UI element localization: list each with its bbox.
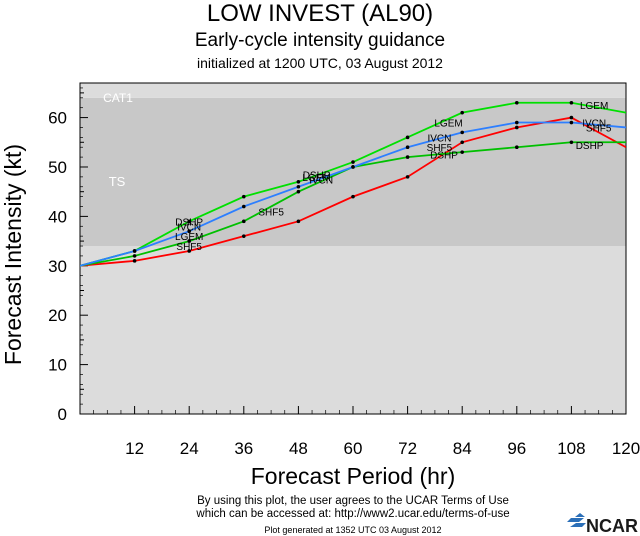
data-point-ivcn	[242, 204, 246, 209]
y-tick-label: 60	[48, 109, 67, 128]
initialization-time: initialized at 1200 UTC, 03 August 2012	[197, 55, 443, 71]
x-tick-label: 108	[557, 439, 585, 458]
data-point-dshp	[242, 219, 246, 224]
data-label-lgem: LGEM	[434, 119, 462, 130]
intensity-chart: TS CAT1 0 10 20 30 40 50 60 12 24 36 48 60 72 84 96 108 12…	[0, 82, 640, 489]
data-point-shf5	[242, 234, 246, 238]
data-label-shf5: SHF5	[258, 207, 284, 218]
x-tick-label: 12	[125, 439, 144, 458]
data-point-ivcn	[351, 165, 355, 169]
data-point-ivcn	[405, 145, 410, 150]
y-tick-label: 0	[58, 405, 67, 424]
band-cat1	[80, 83, 626, 98]
data-label-shf5: SHF5	[427, 143, 453, 154]
data-point-shf5	[296, 219, 301, 224]
data-point-lgem	[187, 219, 191, 224]
data-label-ivcn: IVCN	[309, 175, 333, 186]
x-tick-label: 120	[612, 439, 640, 458]
chart-subtitle: Early-cycle intensity guidance	[194, 30, 446, 51]
data-point-ivcn	[515, 120, 519, 125]
data-label-lgem: LGEM	[175, 232, 203, 243]
data-point-shf5	[351, 194, 355, 199]
data-point-dshp	[132, 254, 137, 258]
band-ts	[80, 97, 626, 247]
chart-title: LOW INVEST (AL90)	[206, 0, 434, 27]
y-axis-title: Forecast Intensity (kt)	[0, 144, 26, 365]
data-label-ivcn: IVCN	[427, 133, 451, 144]
data-label-dshp: DSHP	[303, 170, 331, 181]
plot-background	[80, 246, 626, 414]
data-label-dshp: DSHP	[576, 141, 604, 152]
data-label-shf5: SHF5	[586, 123, 612, 134]
data-point-ivcn	[569, 120, 574, 125]
data-point-ivcn	[460, 130, 465, 135]
x-tick-label: 72	[398, 439, 417, 458]
data-point-lgem	[351, 160, 355, 164]
y-tick-label: 50	[48, 158, 67, 177]
data-label-dshp: DSHP	[175, 217, 203, 228]
terms-line-1: By using this plot, the user agrees to t…	[197, 495, 509, 507]
data-point-shf5	[460, 140, 465, 145]
data-point-lgem	[515, 100, 519, 105]
y-tick-label: 10	[48, 356, 67, 375]
data-point-lgem	[296, 180, 301, 184]
data-point-dshp	[187, 239, 191, 243]
data-label-shf5: SHF5	[176, 242, 202, 253]
x-tick-label: 60	[344, 439, 363, 458]
data-point-dshp	[405, 155, 410, 159]
data-point-ivcn	[187, 229, 191, 234]
data-point-shf5	[515, 125, 519, 130]
data-point-ivcn	[296, 184, 301, 189]
y-tick-label: 40	[48, 207, 67, 226]
data-point-shf5	[405, 175, 410, 179]
data-point-shf5	[569, 115, 574, 120]
plot-generated-time: Plot generated at 1352 UTC 03 August 201…	[264, 525, 442, 535]
data-label-lgem: LGEM	[580, 101, 608, 112]
ncar-logo: NCAR	[567, 513, 638, 535]
band-label-cat1: CAT1	[103, 91, 133, 105]
data-point-lgem	[405, 135, 410, 140]
y-tick-label: 30	[48, 257, 67, 276]
data-label-dshp: DSHP	[430, 151, 458, 162]
x-axis-title: Forecast Period (hr)	[251, 463, 456, 489]
terms-line-2: which can be accessed at: http://www2.uc…	[196, 508, 510, 520]
data-label-ivcn: IVCN	[582, 119, 606, 130]
ncar-logo-text: NCAR	[586, 516, 638, 535]
data-label-lgem: LGEM	[302, 173, 330, 184]
data-point-shf5	[132, 259, 137, 263]
band-label-ts: TS	[109, 174, 126, 189]
data-point-lgem	[242, 194, 246, 199]
x-tick-label: 48	[289, 439, 308, 458]
x-tick-label: 24	[180, 439, 199, 458]
x-tick-label: 36	[234, 439, 253, 458]
data-point-dshp	[569, 140, 574, 145]
data-point-ivcn	[132, 249, 137, 253]
x-tick-label: 96	[507, 439, 526, 458]
data-point-dshp	[515, 145, 519, 150]
x-tick-label: 84	[453, 439, 472, 458]
data-label-ivcn: IVCN	[177, 222, 201, 233]
data-point-lgem	[460, 110, 465, 115]
data-point-shf5	[187, 249, 191, 253]
y-tick-label: 20	[48, 306, 67, 325]
data-point-dshp	[296, 189, 301, 194]
data-point-lgem	[569, 100, 574, 105]
data-point-dshp	[460, 150, 465, 154]
